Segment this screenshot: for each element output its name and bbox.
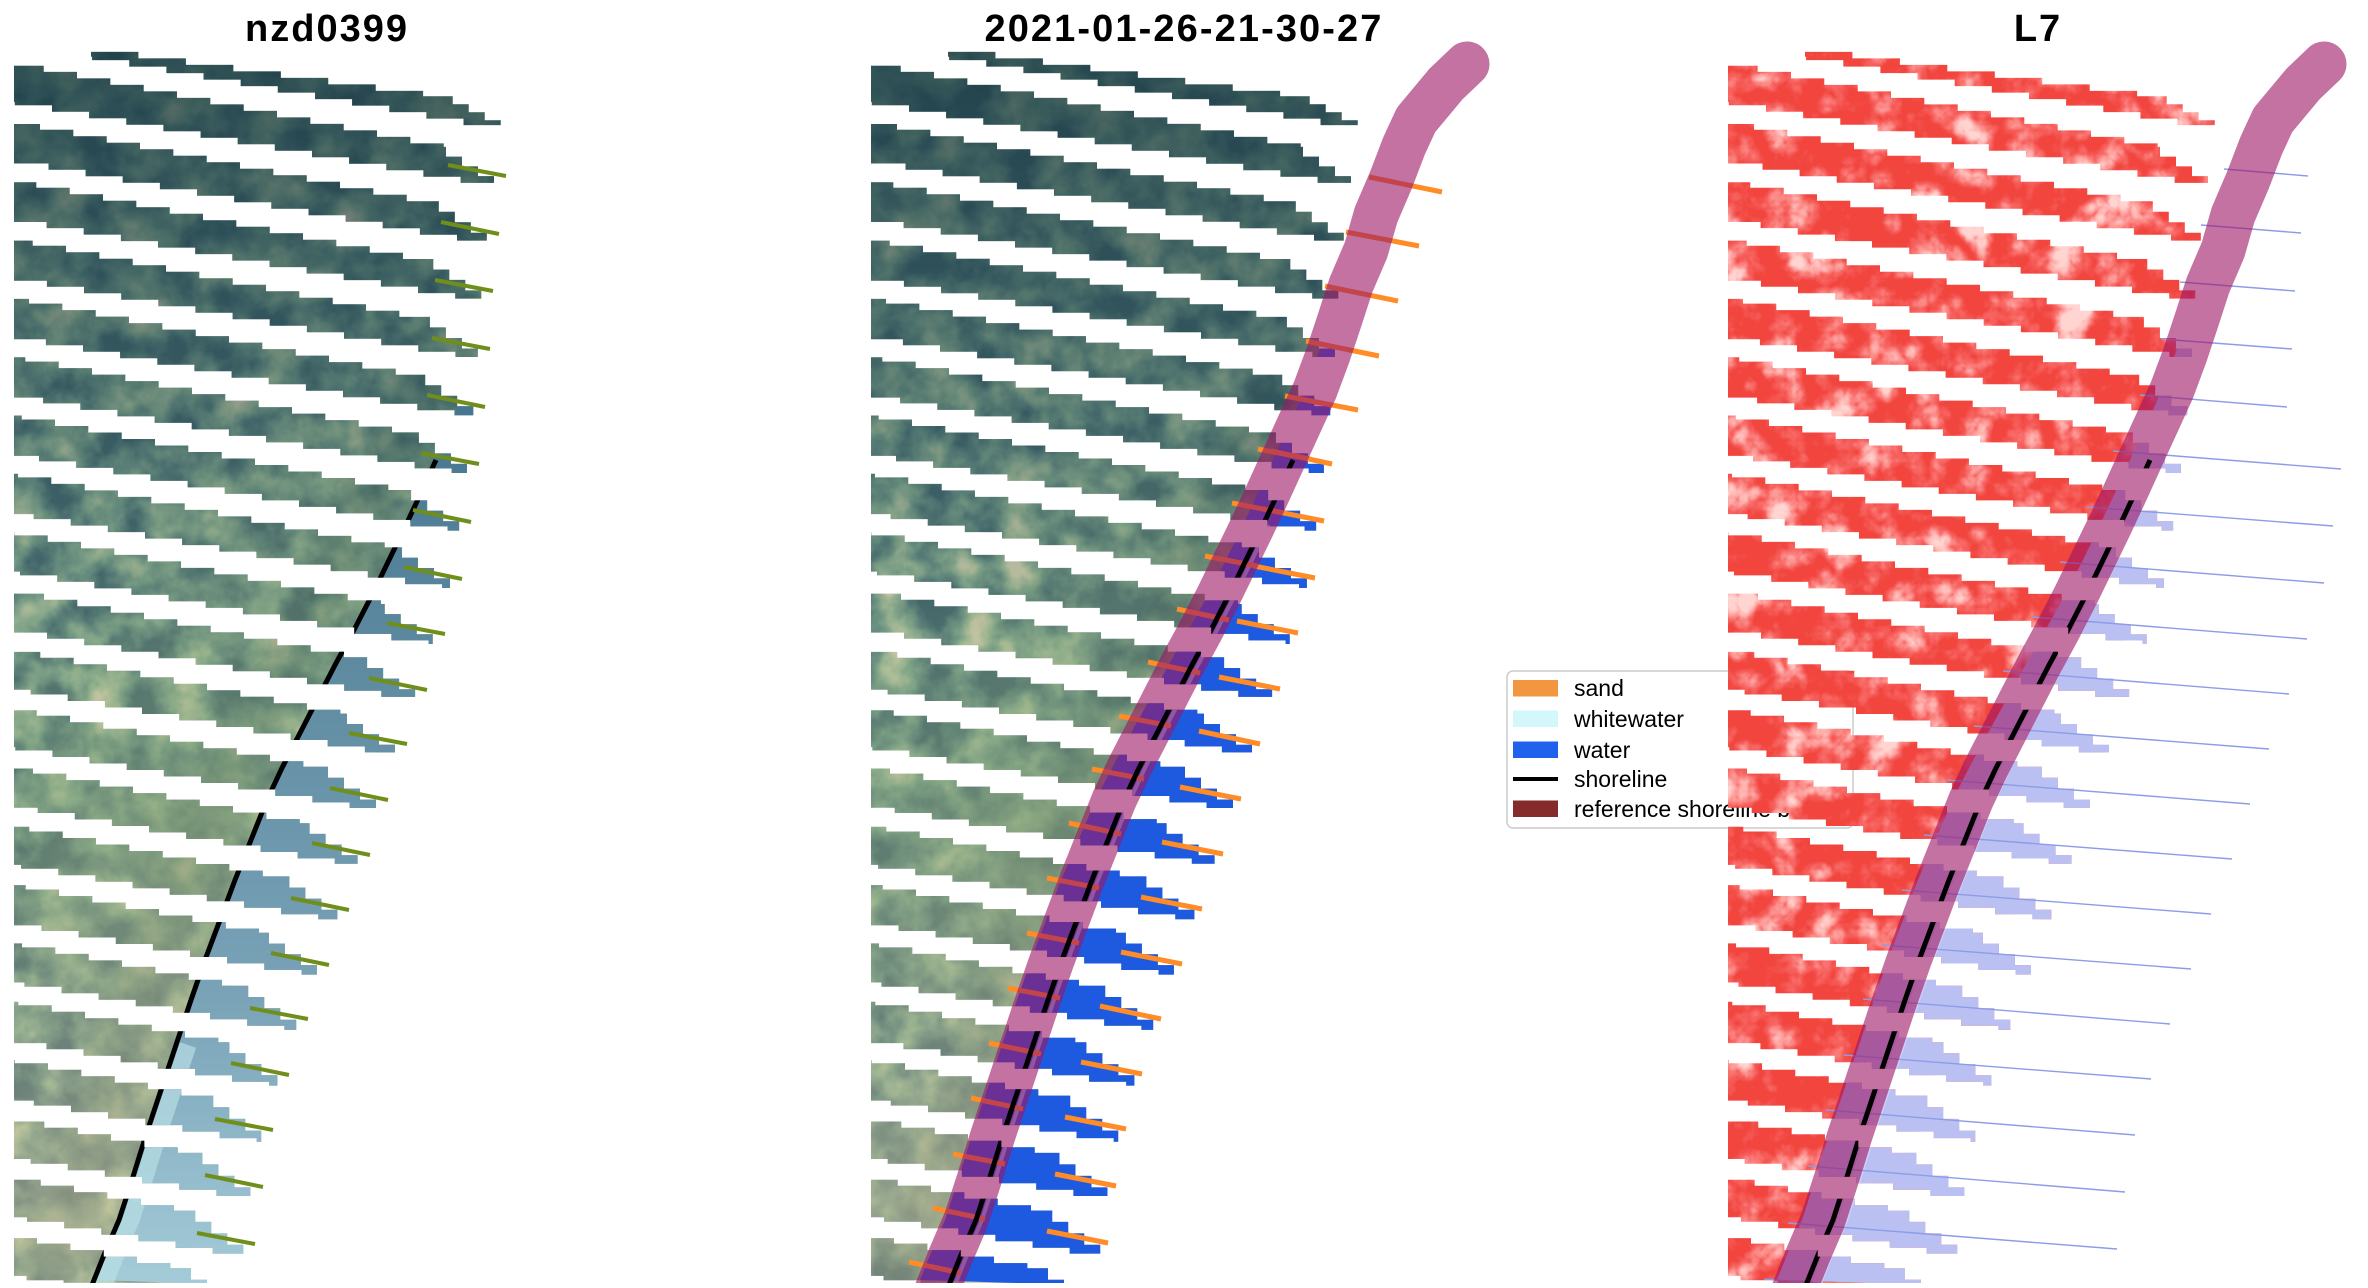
- svg-text:water: water: [1573, 737, 1631, 763]
- svg-text:L7: L7: [2014, 8, 2062, 50]
- svg-text:2021-01-26-21-30-27: 2021-01-26-21-30-27: [984, 8, 1383, 50]
- svg-text:shoreline: shoreline: [1574, 766, 1667, 792]
- svg-text:whitewater: whitewater: [1573, 706, 1684, 732]
- svg-text:nzd0399: nzd0399: [245, 8, 409, 50]
- svg-text:sand: sand: [1574, 675, 1624, 701]
